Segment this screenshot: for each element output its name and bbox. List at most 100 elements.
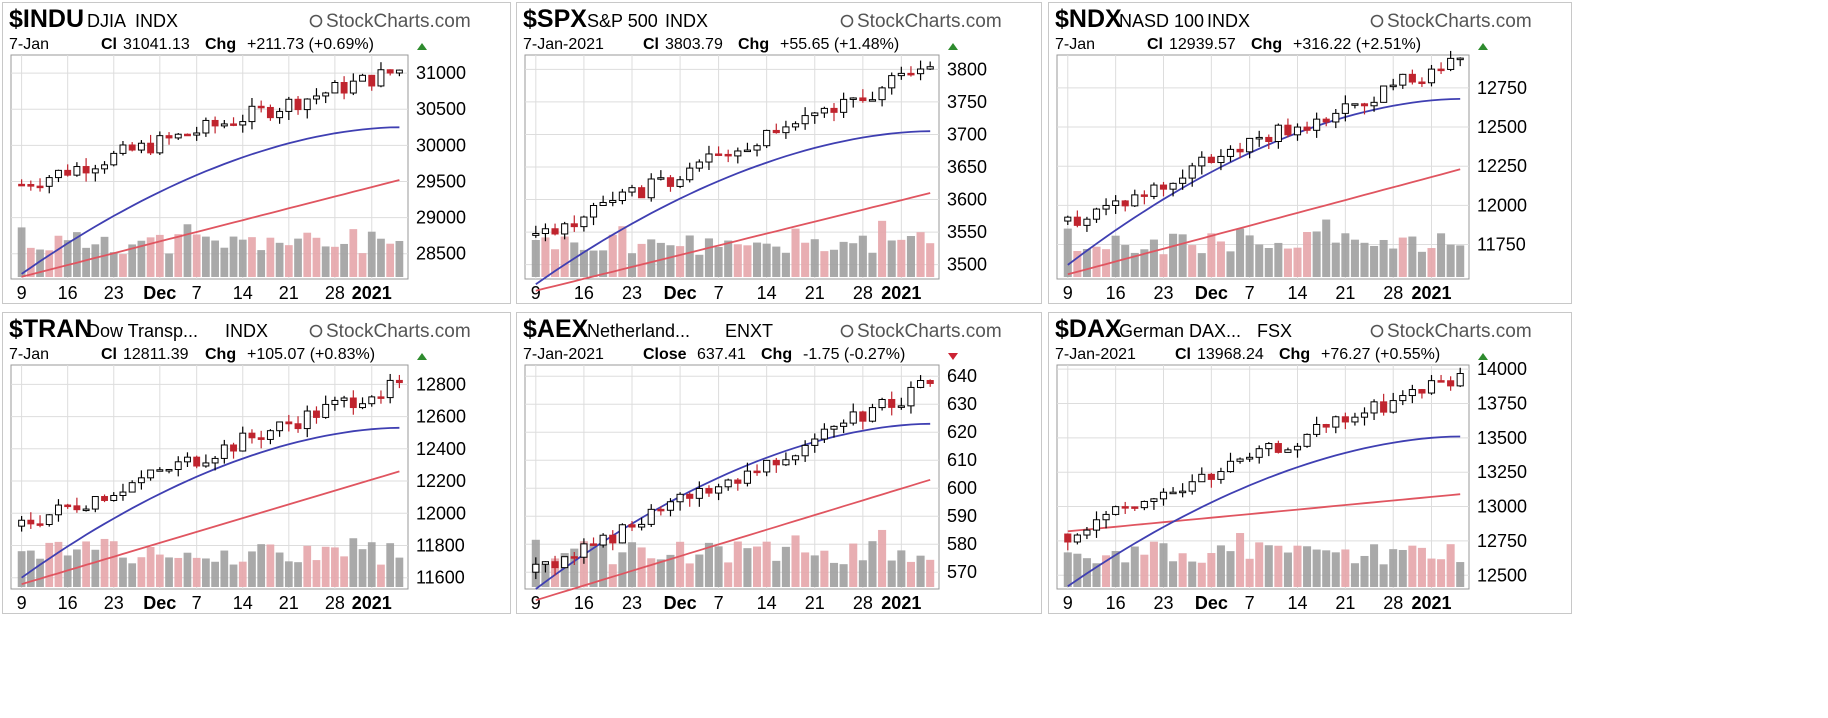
candlestick [1341, 95, 1349, 122]
x-tick-label: 23 [622, 593, 642, 613]
x-tick-label: 16 [1106, 283, 1126, 303]
chart-exchange: ENXT [725, 321, 773, 341]
candlestick [705, 485, 713, 497]
chart-panel-spx[interactable]: $SPX S&P 500 INDX StockCharts.com 7-Jan-2021… [516, 2, 1042, 304]
candlestick [772, 457, 780, 473]
candle-body [340, 397, 348, 401]
volume-bar [772, 560, 781, 587]
candlestick [1159, 181, 1168, 197]
candle-body [1083, 218, 1091, 226]
candle-body [165, 135, 173, 139]
x-tick-label: 28 [1383, 593, 1403, 613]
chart-panel-aex[interactable]: $AEX Netherland... ENXT StockCharts.com 7-Ja… [516, 312, 1042, 614]
candlestick [1073, 533, 1081, 545]
candlestick [609, 530, 617, 551]
candle-body [1418, 389, 1426, 394]
watermark-text: StockCharts.com [857, 321, 1002, 342]
volume-bar [685, 235, 694, 277]
candle-body [91, 496, 99, 510]
candlestick [1399, 390, 1407, 406]
candlestick [859, 410, 867, 430]
candlestick [1217, 149, 1225, 171]
chart-date: 7-Jan-2021 [1055, 346, 1136, 363]
candle-body [322, 403, 330, 418]
x-tick-label: 2021 [881, 593, 921, 613]
volume-bar [1370, 245, 1379, 277]
candlestick [165, 132, 173, 145]
volume-bar [238, 561, 247, 587]
candlestick [897, 397, 905, 410]
candle-body [101, 496, 108, 501]
candle-body [570, 556, 578, 559]
candle-body [1447, 380, 1455, 387]
chg-value: +316.22 (+2.51%) [1293, 36, 1421, 53]
y-tick-label: 12400 [416, 439, 466, 459]
candle-body [532, 233, 540, 236]
candlestick [156, 131, 164, 155]
moving-average-fast [1067, 98, 1461, 266]
volume-bar [541, 564, 550, 587]
volume-bar [1255, 244, 1264, 277]
candle-body [676, 493, 684, 503]
candlestick [322, 91, 330, 104]
volume-bar [183, 552, 192, 587]
candle-body [589, 205, 598, 218]
candlestick [1389, 392, 1397, 414]
candlestick [1437, 62, 1445, 74]
candle-body [331, 399, 339, 405]
volume-bar [1169, 233, 1178, 277]
candlestick [1303, 121, 1311, 134]
x-tick-label: 16 [1106, 593, 1126, 613]
y-tick-label: 11750 [1477, 235, 1526, 255]
x-tick-label: 16 [58, 593, 78, 613]
volume-bar [656, 559, 665, 587]
volume-bar [1178, 234, 1187, 277]
volume-bar [704, 542, 713, 587]
candle-body [1274, 443, 1282, 453]
volume-bar [801, 242, 810, 277]
candlestick [1179, 169, 1187, 190]
candle-body [147, 469, 155, 479]
candle-body [1284, 449, 1292, 453]
candlestick [1274, 440, 1282, 454]
candlestick [220, 439, 228, 464]
candle-body [1370, 101, 1378, 107]
volume-bar [1293, 545, 1302, 587]
candle-body [285, 421, 293, 425]
volume-bar [829, 249, 839, 277]
candlestick [676, 176, 684, 188]
chart-date: 7-Jan-2021 [523, 346, 604, 363]
candle-body [368, 74, 376, 87]
candlestick [676, 492, 684, 511]
candle-body [676, 179, 684, 187]
candle-body [64, 169, 72, 176]
candle-body [840, 98, 848, 113]
volume-bar [1073, 553, 1082, 587]
candlestick [147, 469, 155, 481]
chart-panel-tran[interactable]: $TRAN Dow Transp... INDX StockCharts.com 7-J… [2, 312, 511, 614]
volume-bar [1427, 248, 1436, 277]
chart-panel-ndx[interactable]: $NDX NASD 100 INDX StockCharts.com 7-Jan Cl 12… [1048, 2, 1572, 304]
candlestick [395, 69, 403, 77]
volume-bar [303, 545, 312, 587]
x-tick-label: 28 [325, 593, 345, 613]
volume-bar [926, 559, 935, 587]
candlestick [561, 221, 569, 240]
candlestick [1169, 182, 1177, 197]
chart-panel-indu[interactable]: $INDU DJIA INDX StockCharts.com 7-Jan Cl 31041… [2, 2, 511, 304]
candle-body [916, 380, 925, 388]
chart-panel-dax[interactable]: $DAX German DAX... FSX StockCharts.com 7-Jan… [1048, 312, 1572, 614]
volume-bar [1274, 242, 1283, 277]
candle-body [743, 149, 752, 153]
candlestick [1284, 118, 1292, 138]
candlestick [1092, 511, 1101, 538]
x-tick-label: 21 [279, 283, 299, 303]
volume-bar [220, 550, 229, 587]
candlestick [91, 496, 99, 513]
volume-bar [1236, 533, 1245, 587]
candlestick [395, 374, 403, 389]
candle-body [1447, 57, 1455, 70]
candlestick [156, 467, 164, 472]
